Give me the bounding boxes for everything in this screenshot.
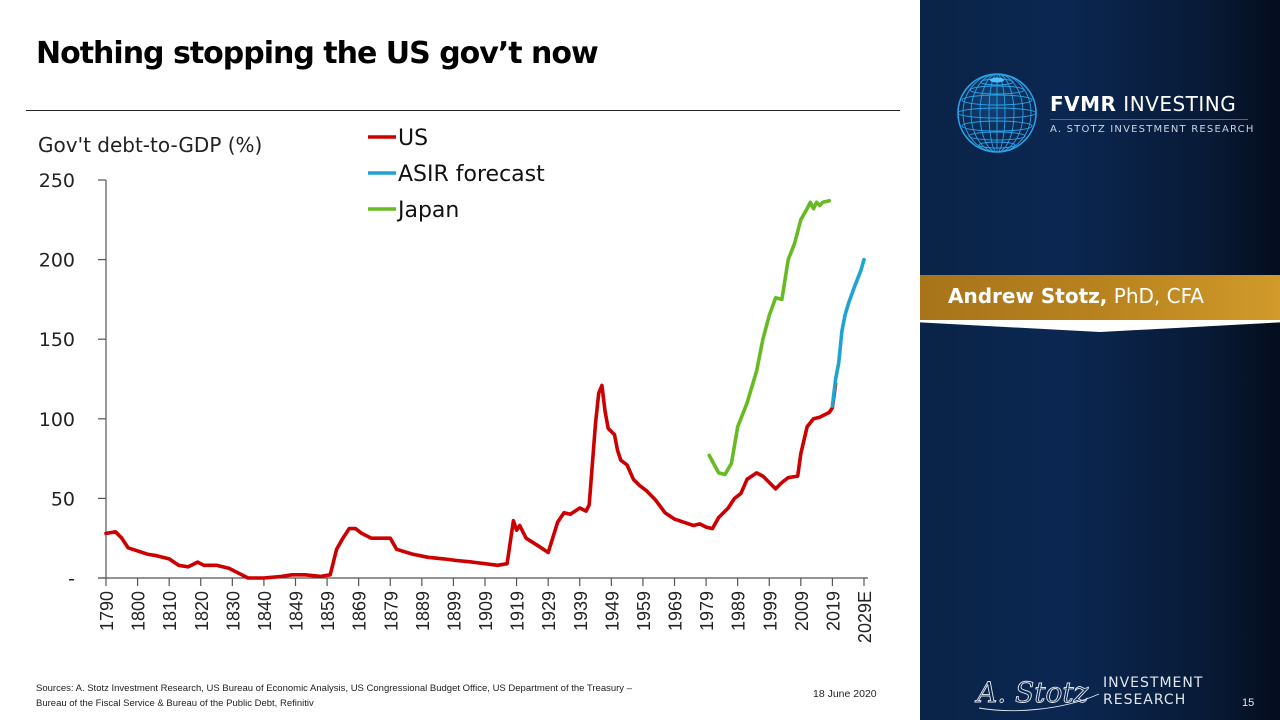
sources-line-1: Sources: A. Stotz Investment Research, U…: [36, 683, 632, 694]
x-tick-label: 1859: [318, 591, 338, 631]
sources-note: Sources: A. Stotz Investment Research, U…: [36, 681, 806, 711]
x-tick-label: 1840: [255, 591, 275, 631]
y-axis-title: Gov't debt-to-GDP (%): [38, 133, 262, 157]
y-tick-label: 100: [39, 409, 75, 431]
y-tick-label: 250: [39, 170, 75, 192]
y-tick-label: 50: [51, 488, 75, 510]
brand-name-rest: INVESTING: [1116, 92, 1237, 116]
slide-main: Nothing stopping the US gov’t now Gov't …: [26, 36, 900, 711]
x-tick-label: 1989: [729, 591, 749, 631]
author-name: Andrew Stotz, PhD, CFA: [948, 284, 1204, 308]
x-tick-label: 1969: [666, 591, 686, 631]
x-tick-label: 1999: [760, 591, 780, 631]
x-tick-label: 1959: [634, 591, 654, 631]
debt-to-gdp-chart: Gov't debt-to-GDP (%) US ASIR forecast Jap…: [38, 126, 875, 643]
x-tick-label: 1979: [697, 591, 717, 631]
x-tick-label: 2029E: [855, 591, 875, 643]
x-tick-label: 1790: [97, 591, 117, 631]
footer-brand-line-1: INVESTMENT: [1103, 675, 1204, 691]
y-tick-label: 150: [39, 329, 75, 351]
signature-text: A. Stotz: [974, 676, 1089, 709]
author-credentials: PhD, CFA: [1107, 284, 1204, 308]
brand-divider: [1050, 119, 1248, 120]
x-tick-label: 1909: [476, 591, 496, 631]
series-lines: [104, 198, 866, 580]
x-tick-label: 1830: [223, 591, 243, 631]
x-tick-label: 2019: [823, 591, 843, 631]
x-tick-label: 1949: [602, 591, 622, 631]
x-tick-label: 1869: [350, 591, 370, 631]
series-line-us: [104, 381, 838, 580]
title-divider: [26, 110, 900, 111]
slide-date: 18 June 2020: [813, 688, 877, 700]
legend-label-japan: Japan: [396, 198, 459, 223]
brand-name: FVMR INVESTING: [1050, 92, 1236, 116]
x-tick-label: 1929: [539, 591, 559, 631]
legend-label-us: US: [398, 126, 428, 151]
globe-icon: [957, 73, 1037, 153]
x-tick-label: 1889: [413, 591, 433, 631]
sources-line-2: Bureau of the Fiscal Service & Bureau of…: [36, 698, 314, 709]
brand-name-bold: FVMR: [1050, 92, 1117, 116]
x-tick-label: 1810: [160, 591, 180, 631]
author-banner: [920, 275, 1280, 320]
signature-logo-icon: A. Stotz: [974, 676, 1100, 712]
axes: - 50 100 150 200 250 1790 1800 1810 1820 1830 1840 1…: [39, 170, 875, 643]
brand-subtitle: A. STOTZ INVESTMENT RESEARCH: [1050, 124, 1255, 135]
footer-brand: INVESTMENT RESEARCH: [1103, 675, 1203, 709]
page-number: 15: [1242, 697, 1255, 709]
series-line-japan: [707, 198, 832, 477]
y-tick-label: -: [68, 568, 75, 590]
slide-title: Nothing stopping the US gov’t now: [36, 36, 599, 71]
x-tick-label: 1879: [381, 591, 401, 631]
author-name-bold: Andrew Stotz,: [948, 284, 1108, 308]
x-tick-label: 1800: [129, 591, 149, 631]
x-tick-label: 2009: [792, 591, 812, 631]
legend: US ASIR forecast Japan: [368, 126, 545, 223]
x-tick-label: 1820: [192, 591, 212, 631]
x-tick-label: 1919: [508, 591, 528, 631]
legend-label-asir-forecast: ASIR forecast: [398, 162, 545, 187]
y-tick-label: 200: [39, 250, 75, 272]
x-tick-label: 1939: [571, 591, 591, 631]
series-line-asir-forecast: [830, 257, 866, 408]
footer-brand-line-2: RESEARCH: [1103, 692, 1187, 708]
x-tick-label: 1849: [287, 591, 307, 631]
x-tick-label: 1899: [444, 591, 464, 631]
